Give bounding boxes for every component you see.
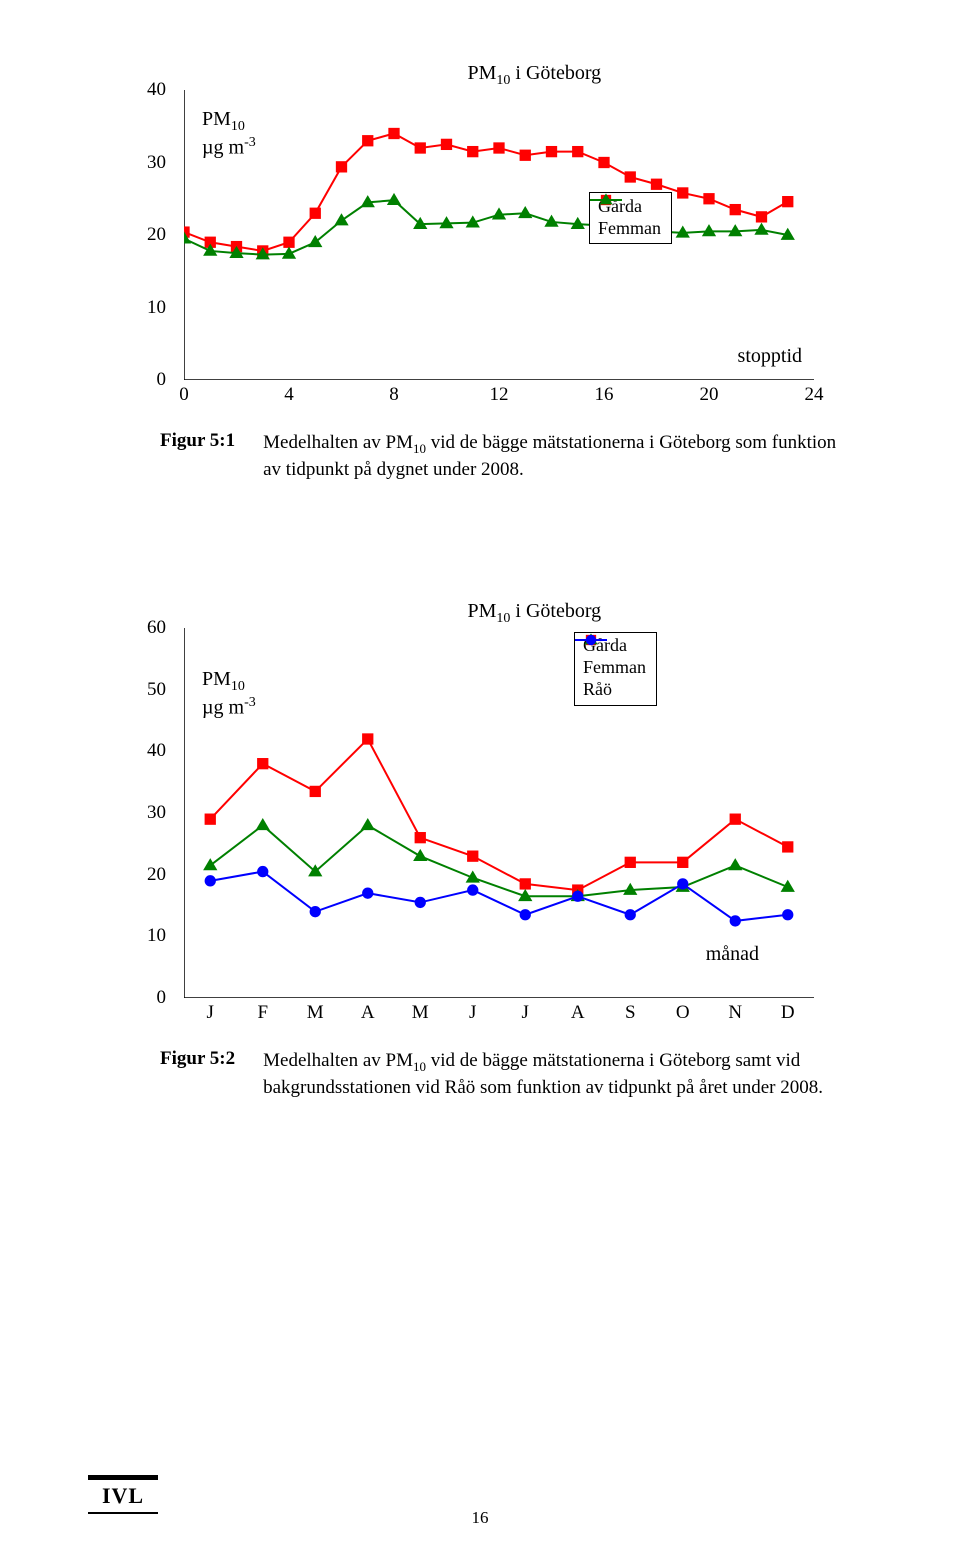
ytick: 20 [147, 224, 184, 246]
ytick: 30 [147, 152, 184, 174]
xtick: J [207, 998, 214, 1024]
xtick: N [728, 998, 742, 1024]
chart-pm10-monthly: PM10 i Göteborg PM10 µg m-3 månad GårdaF… [184, 628, 814, 998]
xtick: 20 [700, 380, 719, 406]
xtick: 16 [595, 380, 614, 406]
chart1-plot [184, 90, 814, 380]
legend-item: Femman [583, 657, 646, 679]
xtick: M [412, 998, 429, 1024]
ytick: 40 [147, 79, 184, 101]
ytick: 30 [147, 802, 184, 824]
legend-item: Råö [583, 679, 646, 701]
ytick: 60 [147, 617, 184, 639]
legend-item: Femman [598, 217, 661, 239]
xtick: J [469, 998, 476, 1024]
ytick: 40 [147, 740, 184, 762]
xtick: M [307, 998, 324, 1024]
ytick: 0 [157, 987, 185, 1009]
xtick: D [781, 998, 795, 1024]
chart1-title: PM10 i Göteborg [468, 62, 602, 89]
footer-page-number: 16 [0, 1508, 960, 1528]
chart-pm10-hourly: PM10 i Göteborg PM10 µg m-3 stopptid Går… [184, 90, 814, 380]
xtick: J [522, 998, 529, 1024]
ytick: 10 [147, 925, 184, 947]
ytick: 10 [147, 297, 184, 319]
caption2-text: Medelhalten av PM10 vid de bägge mätstat… [263, 1048, 850, 1101]
chart2-plot [184, 628, 814, 998]
xtick: S [625, 998, 636, 1024]
figure-5-2-caption: Figur 5:2 Medelhalten av PM10 vid de bäg… [160, 1048, 850, 1101]
xtick: 12 [490, 380, 509, 406]
xtick: 0 [179, 380, 189, 406]
ytick: 20 [147, 864, 184, 886]
caption2-tag: Figur 5:2 [160, 1048, 235, 1101]
xtick: A [361, 998, 375, 1024]
figure-5-1-caption: Figur 5:1 Medelhalten av PM10 vid de bäg… [160, 430, 850, 483]
xtick: 24 [805, 380, 824, 406]
caption1-text: Medelhalten av PM10 vid de bägge mätstat… [263, 430, 850, 483]
chart2-legend: GårdaFemmanRåö [574, 632, 657, 706]
xtick: O [676, 998, 690, 1024]
xtick: 8 [389, 380, 399, 406]
ytick: 50 [147, 679, 184, 701]
chart2-title: PM10 i Göteborg [468, 600, 602, 627]
chart1-legend: GårdaFemman [589, 192, 672, 244]
xtick: F [257, 998, 268, 1024]
xtick: A [571, 998, 585, 1024]
xtick: 4 [284, 380, 294, 406]
caption1-tag: Figur 5:1 [160, 430, 235, 483]
